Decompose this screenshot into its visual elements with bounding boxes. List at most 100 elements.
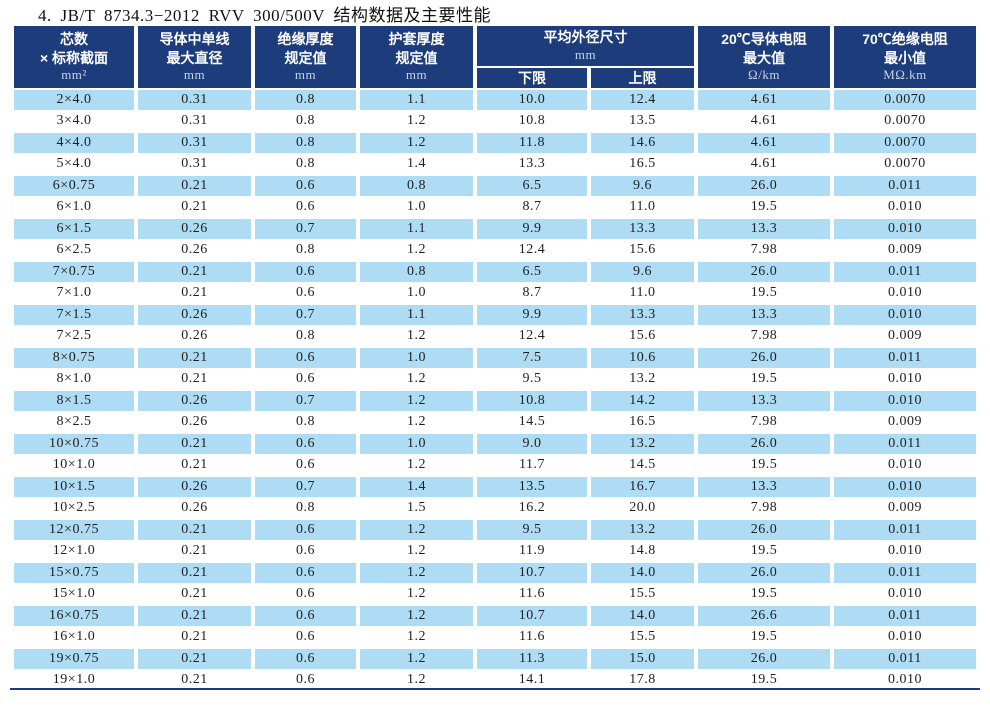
cell-sheath-thickness: 1.1 bbox=[360, 305, 473, 325]
cell-sheath-thickness: 1.0 bbox=[360, 197, 473, 217]
table-row: 10×1.5 0.26 0.7 1.4 13.5 16.7 13.3 0.010 bbox=[14, 477, 976, 497]
cell-od-lower: 11.9 bbox=[477, 541, 587, 561]
table-bottom-rule bbox=[10, 688, 980, 690]
cell-insulation-thickness: 0.6 bbox=[255, 197, 356, 217]
table-row: 8×1.5 0.26 0.7 1.2 10.8 14.2 13.3 0.010 bbox=[14, 391, 976, 411]
cell-wire-diameter: 0.26 bbox=[138, 219, 251, 239]
header-cores-unit: mm² bbox=[61, 66, 87, 82]
cell-insulation-resistance-70c: 0.010 bbox=[834, 283, 976, 303]
cell-wire-diameter: 0.21 bbox=[138, 584, 251, 604]
header-insulation-unit: mm bbox=[294, 66, 317, 82]
cell-insulation-resistance-70c: 0.010 bbox=[834, 305, 976, 325]
header-od-upper-limit: 上限 bbox=[591, 68, 694, 88]
cell-cores: 19×1.0 bbox=[14, 670, 134, 690]
cell-resistance-20c: 7.98 bbox=[698, 412, 830, 432]
header-conductor-resistance-20c: 20℃导体电阻 最大值 Ω/km bbox=[698, 26, 830, 88]
table-row: 16×1.0 0.21 0.6 1.2 11.6 15.5 19.5 0.010 bbox=[14, 627, 976, 647]
cell-sheath-thickness: 1.2 bbox=[360, 541, 473, 561]
cell-resistance-20c: 26.6 bbox=[698, 606, 830, 626]
cell-cores: 7×0.75 bbox=[14, 262, 134, 282]
cell-od-lower: 11.8 bbox=[477, 133, 587, 153]
cell-wire-diameter: 0.21 bbox=[138, 627, 251, 647]
cell-insulation-resistance-70c: 0.010 bbox=[834, 541, 976, 561]
cell-insulation-resistance-70c: 0.010 bbox=[834, 391, 976, 411]
cell-wire-diameter: 0.21 bbox=[138, 649, 251, 669]
table-row: 10×2.5 0.26 0.8 1.5 16.2 20.0 7.98 0.009 bbox=[14, 498, 976, 518]
cell-insulation-resistance-70c: 0.010 bbox=[834, 584, 976, 604]
cell-wire-diameter: 0.21 bbox=[138, 606, 251, 626]
cell-od-upper: 15.5 bbox=[591, 627, 694, 647]
header-od-line1: 平均外径尺寸 bbox=[543, 29, 628, 46]
cell-od-lower: 13.5 bbox=[477, 477, 587, 497]
cell-od-lower: 10.8 bbox=[477, 111, 587, 131]
cell-od-upper: 11.0 bbox=[591, 197, 694, 217]
cell-cores: 6×1.5 bbox=[14, 219, 134, 239]
cell-od-lower: 8.7 bbox=[477, 283, 587, 303]
cell-cores: 16×1.0 bbox=[14, 627, 134, 647]
cell-od-upper: 20.0 bbox=[591, 498, 694, 518]
cell-wire-diameter: 0.26 bbox=[138, 391, 251, 411]
cell-od-lower: 14.1 bbox=[477, 670, 587, 690]
cell-cores: 19×0.75 bbox=[14, 649, 134, 669]
cell-cores: 12×0.75 bbox=[14, 520, 134, 540]
cell-od-upper: 13.2 bbox=[591, 520, 694, 540]
table-row: 8×0.75 0.21 0.6 1.0 7.5 10.6 26.0 0.011 bbox=[14, 348, 976, 368]
cell-insulation-thickness: 0.7 bbox=[255, 219, 356, 239]
header-od-unit: mm bbox=[574, 46, 597, 62]
cell-wire-diameter: 0.21 bbox=[138, 434, 251, 454]
cell-insulation-resistance-70c: 0.010 bbox=[834, 455, 976, 475]
cell-cores: 7×1.5 bbox=[14, 305, 134, 325]
cell-insulation-thickness: 0.7 bbox=[255, 305, 356, 325]
table-row: 7×0.75 0.21 0.6 0.8 6.5 9.6 26.0 0.011 bbox=[14, 262, 976, 282]
cell-insulation-resistance-70c: 0.011 bbox=[834, 262, 976, 282]
cell-resistance-20c: 26.0 bbox=[698, 520, 830, 540]
cell-wire-diameter: 0.26 bbox=[138, 240, 251, 260]
cell-cores: 10×0.75 bbox=[14, 434, 134, 454]
header-sheath-unit: mm bbox=[405, 66, 428, 82]
header-cores-line1: 芯数 bbox=[60, 31, 88, 48]
cell-insulation-thickness: 0.8 bbox=[255, 111, 356, 131]
cell-od-lower: 7.5 bbox=[477, 348, 587, 368]
cell-resistance-20c: 4.61 bbox=[698, 154, 830, 174]
cell-wire-diameter: 0.21 bbox=[138, 262, 251, 282]
cell-cores: 8×1.0 bbox=[14, 369, 134, 389]
cell-wire-diameter: 0.26 bbox=[138, 326, 251, 346]
cell-cores: 6×1.0 bbox=[14, 197, 134, 217]
table-row: 6×0.75 0.21 0.6 0.8 6.5 9.6 26.0 0.011 bbox=[14, 176, 976, 196]
cell-od-lower: 9.9 bbox=[477, 305, 587, 325]
cell-wire-diameter: 0.26 bbox=[138, 305, 251, 325]
cell-od-lower: 12.4 bbox=[477, 240, 587, 260]
cell-wire-diameter: 0.31 bbox=[138, 111, 251, 131]
cell-resistance-20c: 26.0 bbox=[698, 434, 830, 454]
cell-insulation-thickness: 0.6 bbox=[255, 541, 356, 561]
cell-wire-diameter: 0.21 bbox=[138, 541, 251, 561]
cell-insulation-resistance-70c: 0.009 bbox=[834, 326, 976, 346]
cell-resistance-20c: 19.5 bbox=[698, 369, 830, 389]
table-row: 6×1.5 0.26 0.7 1.1 9.9 13.3 13.3 0.010 bbox=[14, 219, 976, 239]
cell-wire-diameter: 0.21 bbox=[138, 197, 251, 217]
cell-od-upper: 14.5 bbox=[591, 455, 694, 475]
cell-od-upper: 13.3 bbox=[591, 219, 694, 239]
cell-insulation-thickness: 0.8 bbox=[255, 326, 356, 346]
header-res70-unit: MΩ.km bbox=[883, 66, 927, 82]
cell-wire-diameter: 0.31 bbox=[138, 90, 251, 110]
header-res20-line1: 20℃导体电阻 bbox=[721, 31, 807, 48]
cell-insulation-thickness: 0.6 bbox=[255, 262, 356, 282]
cell-insulation-thickness: 0.7 bbox=[255, 477, 356, 497]
cell-od-upper: 13.5 bbox=[591, 111, 694, 131]
cell-insulation-thickness: 0.8 bbox=[255, 133, 356, 153]
header-sheath-line1: 护套厚度 bbox=[388, 31, 445, 48]
cell-od-upper: 11.0 bbox=[591, 283, 694, 303]
cell-od-lower: 12.4 bbox=[477, 326, 587, 346]
cell-insulation-thickness: 0.6 bbox=[255, 627, 356, 647]
header-res70-line1: 70℃绝缘电阻 bbox=[862, 31, 948, 48]
cell-resistance-20c: 4.61 bbox=[698, 133, 830, 153]
cell-insulation-resistance-70c: 0.010 bbox=[834, 477, 976, 497]
cell-sheath-thickness: 1.2 bbox=[360, 606, 473, 626]
cell-insulation-thickness: 0.8 bbox=[255, 90, 356, 110]
cell-od-lower: 11.7 bbox=[477, 455, 587, 475]
cell-cores: 8×0.75 bbox=[14, 348, 134, 368]
cell-sheath-thickness: 1.2 bbox=[360, 670, 473, 690]
header-cores-line2: × 标称截面 bbox=[39, 49, 109, 66]
table-row: 12×1.0 0.21 0.6 1.2 11.9 14.8 19.5 0.010 bbox=[14, 541, 976, 561]
